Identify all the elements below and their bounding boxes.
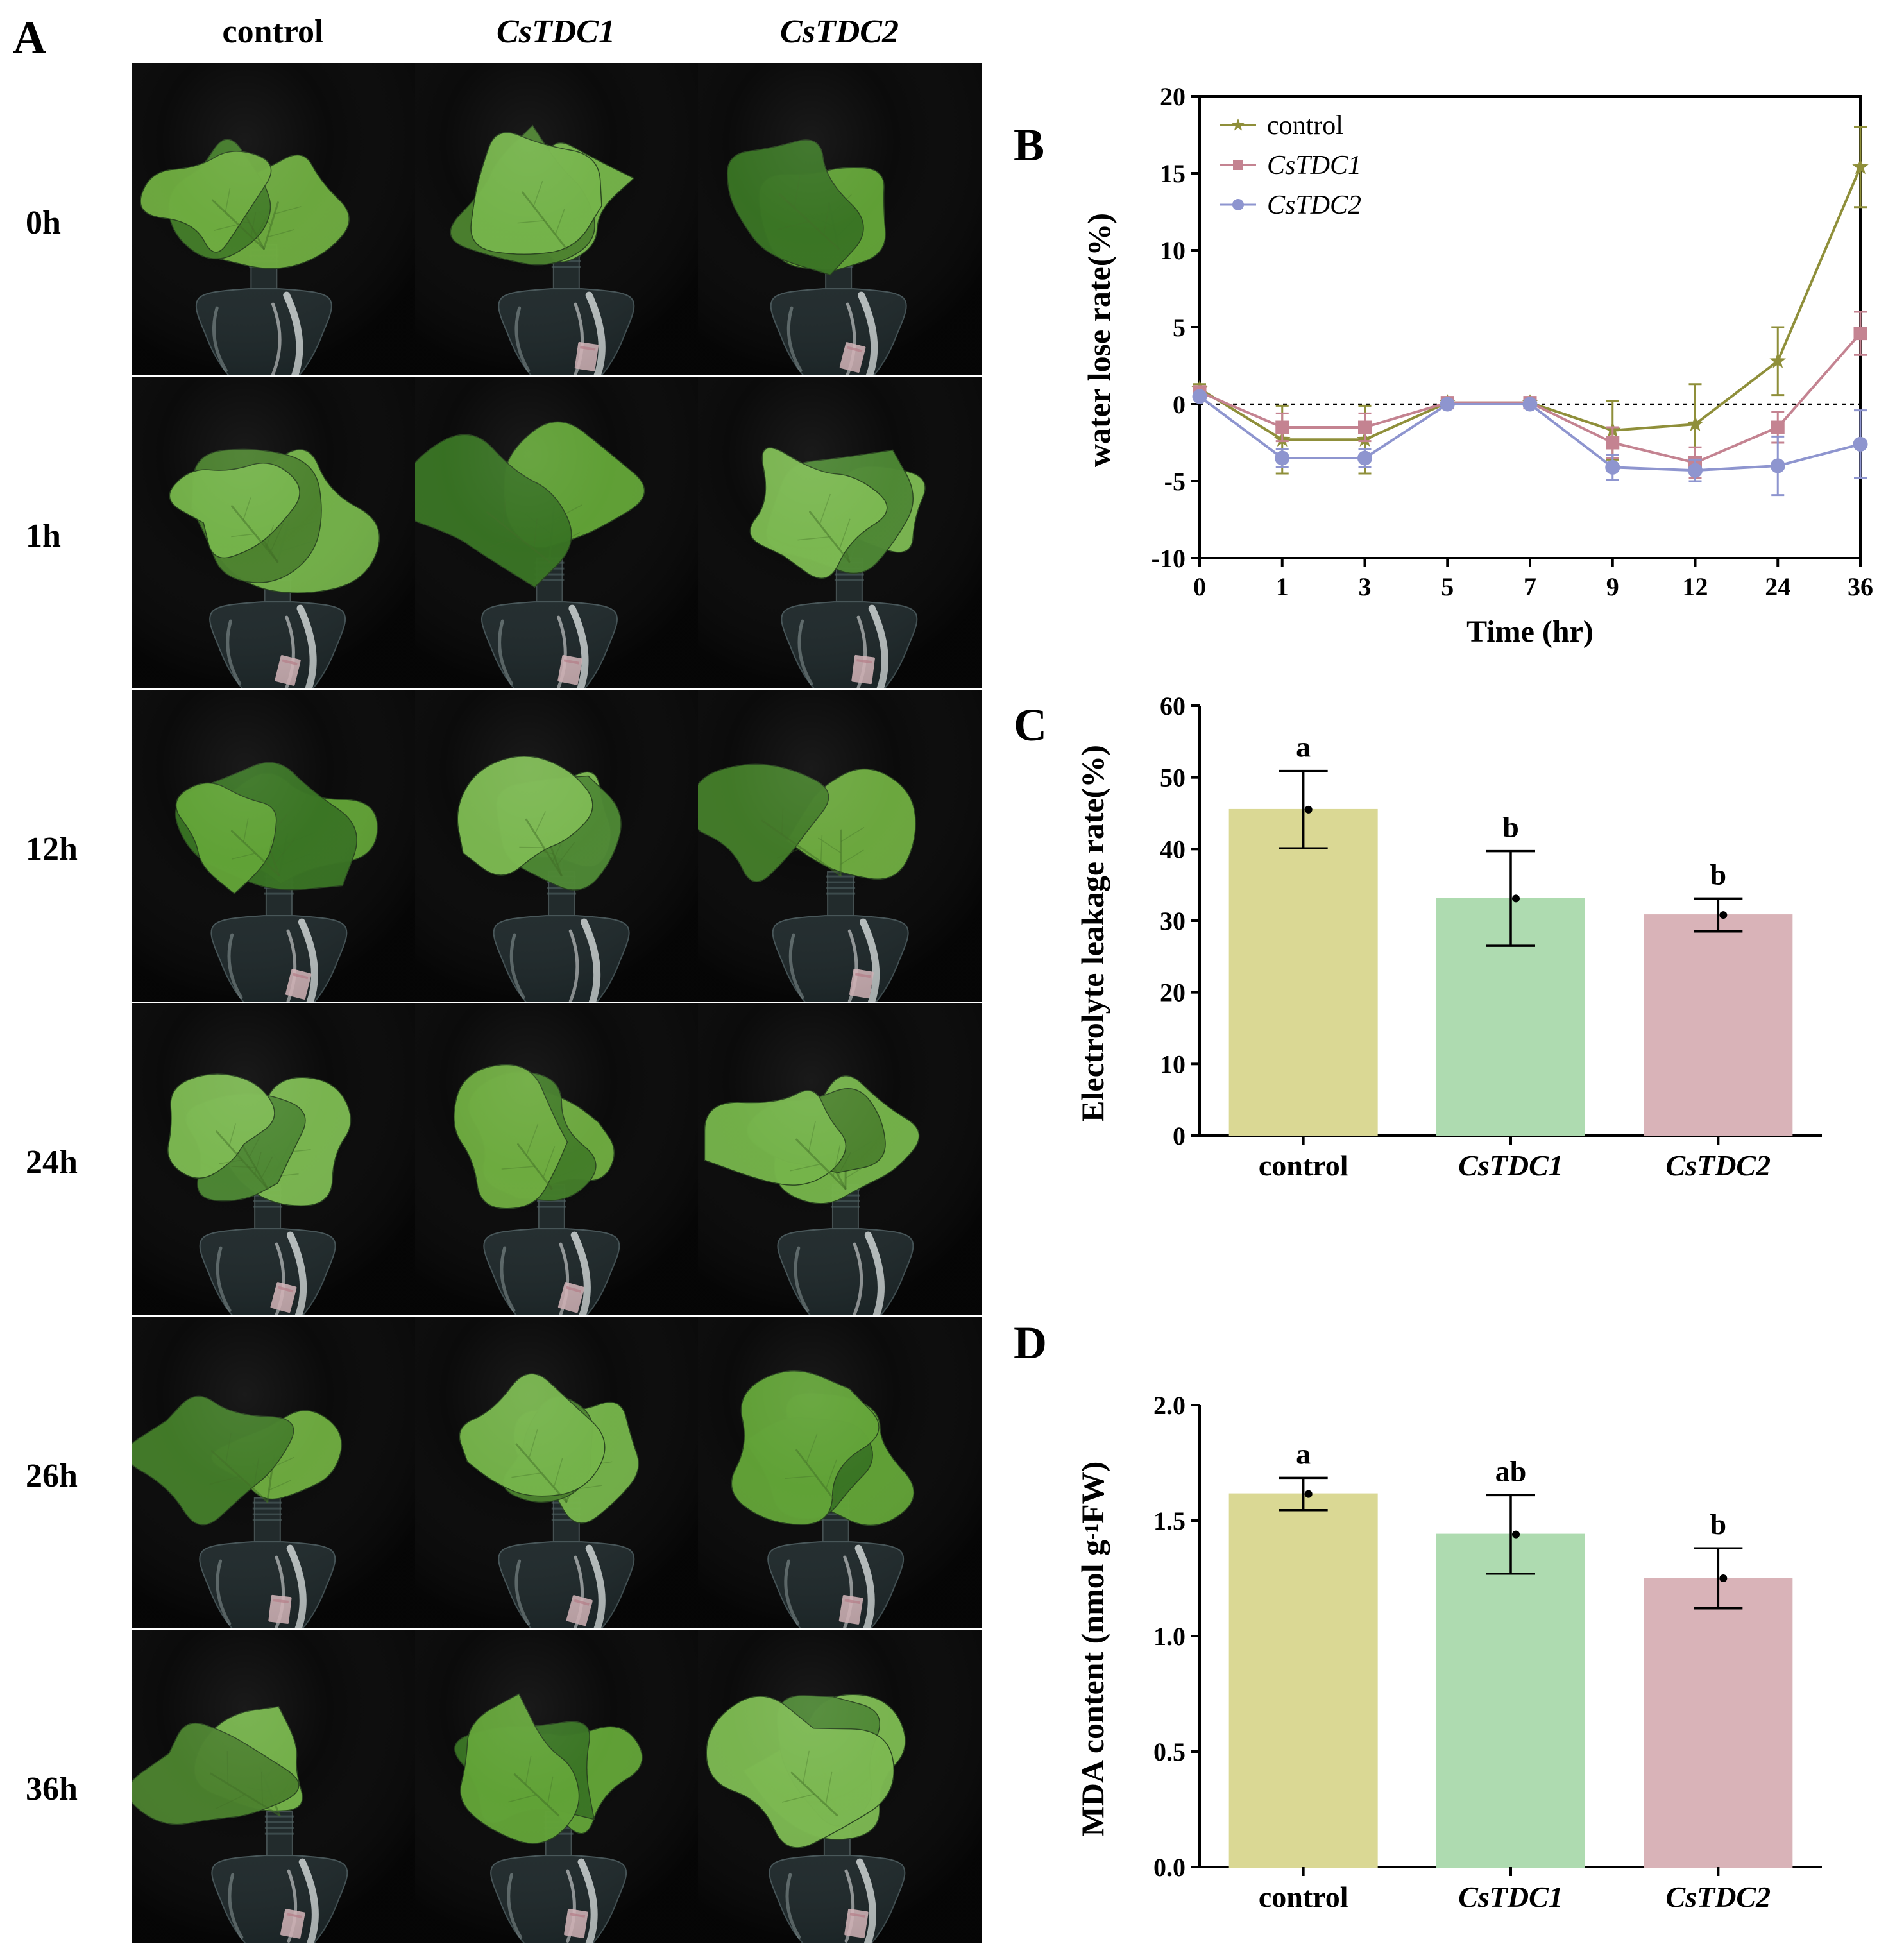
svg-text:B: B [1014,119,1044,171]
svg-text:b: b [1502,811,1519,844]
svg-text:CsTDC2: CsTDC2 [1267,191,1361,220]
svg-text:a: a [1296,731,1311,763]
svg-text:CsTDC2: CsTDC2 [1666,1149,1771,1182]
svg-text:30: 30 [1160,907,1186,935]
svg-text:24: 24 [1765,572,1790,601]
svg-text:control: control [1259,1881,1348,1913]
svg-text:control: control [1259,1149,1348,1182]
svg-text:control: control [1267,111,1343,141]
svg-text:1.5: 1.5 [1153,1506,1186,1535]
svg-text:7: 7 [1524,572,1536,601]
svg-text:b: b [1710,858,1727,891]
svg-text:40: 40 [1160,835,1186,864]
svg-text:0: 0 [1193,572,1206,601]
svg-text:0: 0 [1173,1121,1186,1150]
svg-text:9: 9 [1606,572,1619,601]
svg-text:5: 5 [1173,313,1186,342]
svg-text:ab: ab [1495,1454,1527,1487]
svg-text:1: 1 [1276,572,1289,601]
svg-text:Electrolyte leakage rate(%): Electrolyte leakage rate(%) [1075,745,1110,1122]
svg-text:0.5: 0.5 [1153,1737,1186,1766]
svg-text:C: C [1014,699,1047,751]
svg-text:0.0: 0.0 [1153,1853,1186,1882]
svg-text:CsTDC1: CsTDC1 [1267,151,1361,180]
svg-text:-10: -10 [1152,544,1186,573]
svg-text:a: a [1296,1437,1311,1470]
svg-text:20: 20 [1160,82,1186,111]
svg-text:10: 10 [1160,236,1186,265]
svg-text:15: 15 [1160,159,1186,188]
svg-text:Time (hr): Time (hr) [1466,615,1594,648]
svg-text:3: 3 [1359,572,1372,601]
svg-text:D: D [1014,1317,1047,1369]
svg-text:0: 0 [1173,390,1186,419]
svg-text:-5: -5 [1164,467,1186,496]
svg-text:CsTDC1: CsTDC1 [1458,1149,1563,1182]
svg-text:12: 12 [1683,572,1708,601]
svg-text:36: 36 [1848,572,1873,601]
svg-text:20: 20 [1160,978,1186,1007]
svg-text:water lose rate(%): water lose rate(%) [1081,213,1117,467]
svg-text:60: 60 [1160,692,1186,721]
svg-text:50: 50 [1160,763,1186,792]
svg-text:5: 5 [1441,572,1454,601]
svg-text:2.0: 2.0 [1153,1391,1186,1420]
svg-text:1.0: 1.0 [1153,1622,1186,1651]
svg-text:CsTDC1: CsTDC1 [1458,1881,1563,1913]
svg-text:b: b [1710,1508,1727,1540]
svg-text:CsTDC2: CsTDC2 [1666,1881,1771,1913]
svg-text:MDA content (nmol g-1FW): MDA content (nmol g-1FW) [1075,1462,1110,1837]
svg-text:10: 10 [1160,1050,1186,1079]
